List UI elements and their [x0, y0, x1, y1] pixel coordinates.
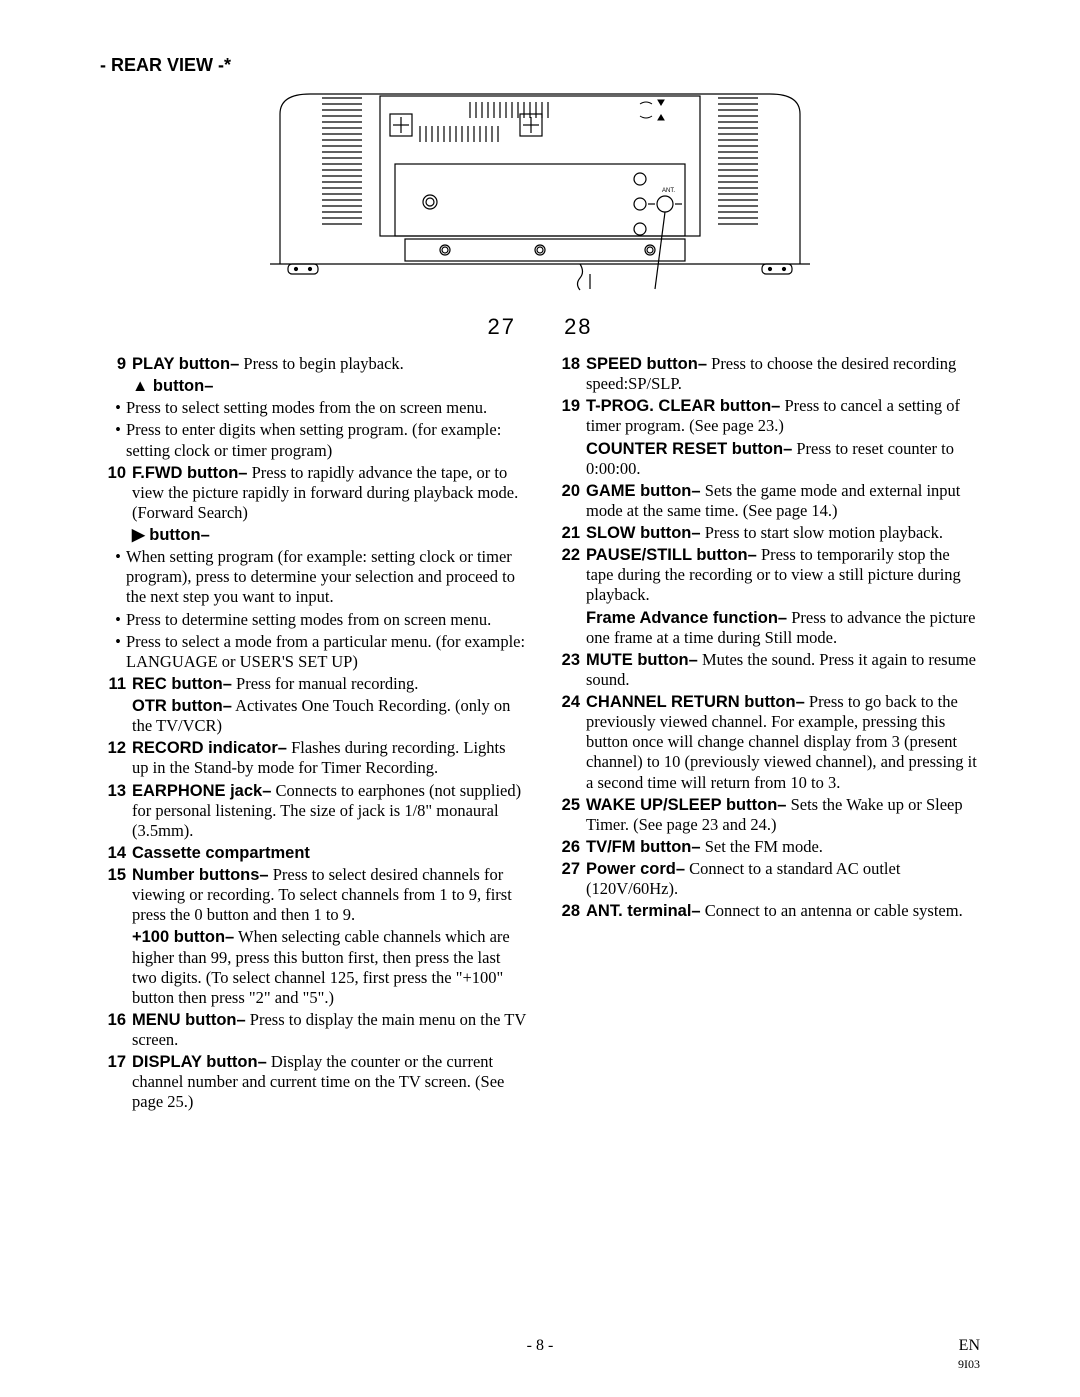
page-number: - 8 -: [100, 1337, 980, 1355]
sub-item: Frame Advance function– Press to advance…: [554, 608, 980, 648]
numbered-item: 13EARPHONE jack– Connects to earphones (…: [100, 781, 526, 841]
numbered-item: 14Cassette compartment: [100, 843, 526, 863]
numbered-item: 9PLAY button– Press to begin playback.: [100, 354, 526, 374]
left-column: 9PLAY button– Press to begin playback.▲ …: [100, 354, 526, 1115]
rear-view-svg: ANT.: [260, 84, 820, 314]
rear-view-diagram: ANT. 27 28: [100, 84, 980, 340]
ant-label: ANT.: [662, 188, 675, 194]
numbered-item: 23MUTE button– Mutes the sound. Press it…: [554, 650, 980, 690]
sub-item: OTR button– Activates One Touch Recordin…: [100, 696, 526, 736]
bullet-item: •Press to select a mode from a particula…: [100, 632, 526, 672]
numbered-item: 28ANT. terminal– Connect to an antenna o…: [554, 901, 980, 921]
numbered-item: 15Number buttons– Press to select desire…: [100, 865, 526, 925]
sub-item: +100 button– When selecting cable channe…: [100, 927, 526, 1008]
numbered-item: 12RECORD indicator– Flashes during recor…: [100, 738, 526, 778]
numbered-item: 10F.FWD button– Press to rapidly advance…: [100, 463, 526, 523]
callout-28: 28: [564, 314, 592, 340]
symbol-label-line: ▲ button–: [100, 376, 526, 396]
callout-27: 27: [487, 314, 515, 340]
numbered-item: 26TV/FM button– Set the FM mode.: [554, 837, 980, 857]
section-heading: - REAR VIEW -*: [100, 55, 980, 76]
bullet-item: •Press to enter digits when setting prog…: [100, 420, 526, 460]
numbered-item: 19T-PROG. CLEAR button– Press to cancel …: [554, 396, 980, 436]
numbered-item: 25WAKE UP/SLEEP button– Sets the Wake up…: [554, 795, 980, 835]
bullet-item: •When setting program (for example: sett…: [100, 547, 526, 607]
numbered-item: 22PAUSE/STILL button– Press to temporari…: [554, 545, 980, 605]
numbered-item: 17DISPLAY button– Display the counter or…: [100, 1052, 526, 1112]
numbered-item: 16MENU button– Press to display the main…: [100, 1010, 526, 1050]
bullet-item: •Press to determine setting modes from o…: [100, 610, 526, 630]
bullet-item: •Press to select setting modes from the …: [100, 398, 526, 418]
numbered-item: 21SLOW button– Press to start slow motio…: [554, 523, 980, 543]
numbered-item: 24CHANNEL RETURN button– Press to go bac…: [554, 692, 980, 793]
sub-item: COUNTER RESET button– Press to reset cou…: [554, 439, 980, 479]
numbered-item: 11REC button– Press for manual recording…: [100, 674, 526, 694]
diagram-callouts: 27 28: [100, 314, 980, 340]
numbered-item: 18SPEED button– Press to choose the desi…: [554, 354, 980, 394]
numbered-item: 20GAME button– Sets the game mode and ex…: [554, 481, 980, 521]
symbol-label-line: ▶ button–: [100, 525, 526, 545]
footer-code: 9I03: [958, 1357, 980, 1372]
footer-lang: EN: [959, 1337, 980, 1355]
numbered-item: 27Power cord– Connect to a standard AC o…: [554, 859, 980, 899]
right-column: 18SPEED button– Press to choose the desi…: [554, 354, 980, 1115]
